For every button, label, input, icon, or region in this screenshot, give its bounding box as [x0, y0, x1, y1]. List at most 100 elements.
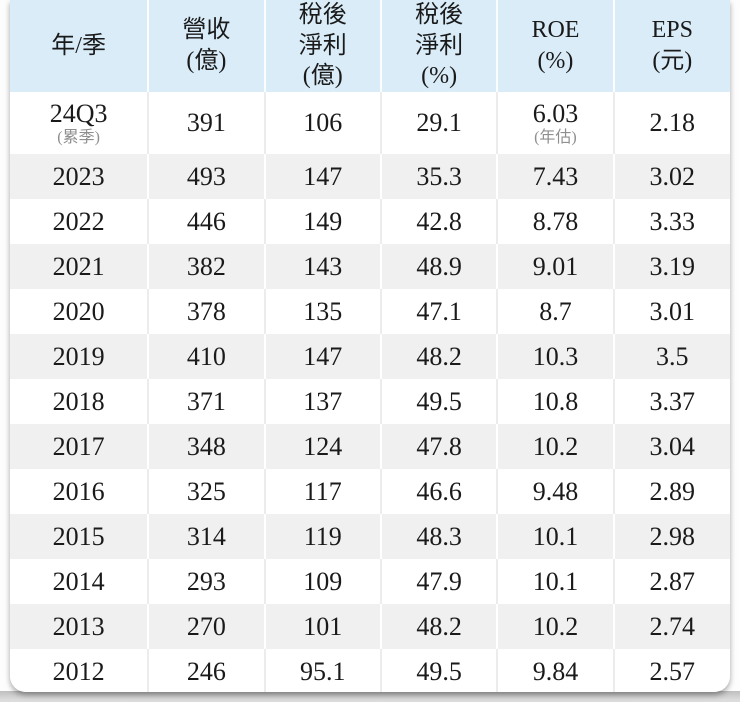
cell-value: 2.74 [649, 611, 696, 641]
cell-value: 2.89 [649, 476, 696, 506]
cell-value: 147 [303, 161, 343, 191]
header-label-line: ROE [531, 17, 580, 44]
cell-eps: 2.98 [612, 514, 730, 560]
cell-value: 135 [303, 296, 343, 326]
cell-value: 9.01 [532, 251, 579, 281]
cell-period: 2023 [10, 154, 149, 200]
cell-period: 24Q3 (累季) [10, 92, 149, 155]
header-cell-eps: EPS (元) [612, 0, 730, 93]
cell-value: 3.19 [649, 251, 696, 281]
cell-value: 2017 [52, 431, 105, 461]
cell-value: 8.78 [532, 206, 579, 236]
cell-period: 2019 [10, 334, 149, 380]
cell-roe: 8.78 [496, 199, 614, 245]
cell-roe: 10.2 [496, 604, 614, 650]
cell-period: 2020 [10, 289, 149, 335]
cell-value: 2016 [52, 476, 105, 506]
table-row: 2018 371 137 49.5 10.8 3.37 [10, 379, 730, 425]
header-label-line: 年/季 [51, 32, 106, 59]
cell-revenue: 325 [147, 469, 265, 515]
header-label-line: (元) [652, 48, 693, 75]
header-label-line: (億) [302, 63, 343, 90]
cell-value: 48.3 [416, 521, 462, 551]
cell-eps: 3.02 [612, 154, 730, 200]
cell-value: 109 [303, 566, 343, 596]
cell-net_profit: 124 [263, 424, 381, 470]
cell-eps: 2.89 [612, 469, 730, 515]
header-label-line: 淨利 [415, 32, 464, 59]
header-label-line: 淨利 [298, 32, 347, 59]
cell-value: 46.6 [416, 476, 462, 506]
cell-eps: 2.74 [612, 604, 730, 650]
header-label-line: 稅後 [415, 2, 464, 28]
header-label-line: EPS [651, 17, 693, 44]
cell-net_profit: 101 [263, 604, 381, 650]
cell-value: 9.48 [532, 476, 579, 506]
table-row: 2021 382 143 48.9 9.01 3.19 [10, 244, 730, 290]
table-body: 24Q3 (累季) 391 106 29.1 6.03 (年估) 2.18 2023 493 147… [10, 92, 730, 692]
cell-period: 2014 [10, 559, 149, 605]
cell-net_margin: 47.8 [379, 424, 498, 470]
table-row: 2019 410 147 48.2 10.3 3.5 [10, 334, 730, 380]
cell-eps: 2.57 [612, 649, 730, 692]
cell-value: 42.8 [416, 206, 462, 236]
cell-net_profit: 137 [263, 379, 381, 425]
cell-net_profit: 143 [263, 244, 381, 290]
cell-value: 246 [186, 656, 226, 686]
cell-period: 2021 [10, 244, 149, 290]
cell-eps: 3.33 [612, 199, 730, 245]
cell-period: 2022 [10, 199, 149, 245]
financial-table-card: 年/季 營收 (億) 稅後 淨利 (億) 稅後 淨利 (%) ROE (%) EPS (元) 24Q3(… [10, 0, 730, 692]
cell-value: 293 [186, 566, 226, 596]
cell-net_margin: 49.5 [379, 379, 498, 425]
cell-value: 2015 [52, 521, 105, 551]
cell-value: 348 [186, 431, 226, 461]
page-bottom-edge [0, 691, 740, 702]
cell-value: 29.1 [416, 108, 462, 138]
cell-value: 106 [303, 108, 343, 138]
cell-net_margin: 29.1 [379, 92, 498, 155]
cell-net_margin: 48.3 [379, 514, 498, 560]
cell-roe: 9.01 [496, 244, 614, 290]
cell-value: 10.8 [532, 386, 579, 416]
cell-net_margin: 35.3 [379, 154, 498, 200]
cell-value: 47.9 [416, 566, 462, 596]
header-cell-net_margin: 稅後淨利 (%) [379, 0, 498, 93]
table-row: 2020 378 135 47.1 8.7 3.01 [10, 289, 730, 335]
cell-value: 2.18 [649, 108, 696, 138]
cell-note: (累季) [57, 129, 100, 147]
cell-value: 2022 [52, 206, 105, 236]
cell-eps: 3.19 [612, 244, 730, 290]
cell-value: 47.1 [416, 296, 462, 326]
table-row: 2015 314 119 48.3 10.1 2.98 [10, 514, 730, 560]
cell-value: 2013 [52, 611, 105, 641]
cell-revenue: 446 [147, 199, 265, 245]
cell-eps: 3.37 [612, 379, 730, 425]
cell-value: 3.01 [649, 296, 696, 326]
table-row: 2012 246 95.1 49.5 9.84 2.57 [10, 649, 730, 692]
cell-value: 10.1 [532, 566, 579, 596]
cell-net_profit: 147 [263, 154, 381, 200]
cell-value: 2018 [52, 386, 105, 416]
cell-roe: 9.48 [496, 469, 614, 515]
header-label-line: (%) [421, 63, 458, 90]
cell-revenue: 382 [147, 244, 265, 290]
cell-period: 2017 [10, 424, 149, 470]
cell-revenue: 293 [147, 559, 265, 605]
cell-roe: 6.03 (年估) [496, 92, 614, 155]
cell-value: 410 [186, 341, 226, 371]
cell-value: 2019 [52, 341, 105, 371]
cell-net_profit: 149 [263, 199, 381, 245]
header-cell-period: 年/季 [10, 0, 149, 93]
cell-roe: 10.2 [496, 424, 614, 470]
cell-net_profit: 119 [263, 514, 381, 560]
cell-value: 137 [303, 386, 343, 416]
cell-value: 2.98 [649, 521, 696, 551]
cell-value: 3.02 [649, 161, 696, 191]
cell-net_margin: 48.2 [379, 334, 498, 380]
cell-revenue: 493 [147, 154, 265, 200]
cell-value: 371 [186, 386, 226, 416]
cell-value: 95.1 [300, 656, 346, 686]
cell-net_profit: 95.1 [263, 649, 381, 692]
cell-net_profit: 117 [263, 469, 381, 515]
